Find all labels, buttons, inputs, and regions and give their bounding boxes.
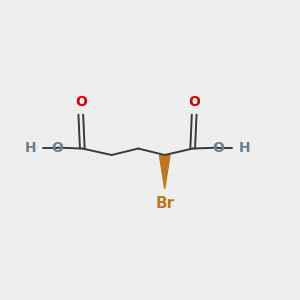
Text: O: O <box>188 95 200 110</box>
Polygon shape <box>159 155 170 189</box>
Text: H: H <box>238 141 250 154</box>
Text: Br: Br <box>155 196 174 211</box>
Text: H: H <box>25 141 37 154</box>
Text: O: O <box>51 141 63 154</box>
Text: O: O <box>212 141 224 154</box>
Text: O: O <box>75 95 87 110</box>
